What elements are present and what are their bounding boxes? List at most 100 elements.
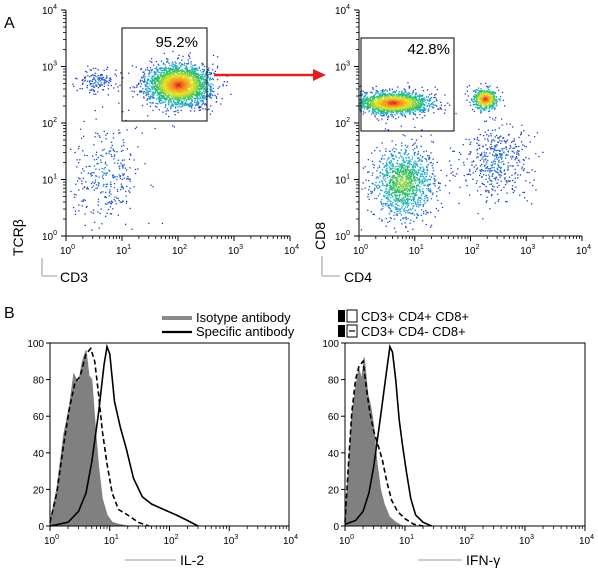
event-dot <box>107 84 109 86</box>
event-dot <box>378 186 381 188</box>
event-dot <box>159 102 161 104</box>
event-dot <box>366 93 368 95</box>
event-dot <box>495 153 497 155</box>
event-dot <box>82 78 84 81</box>
tick-base: 10 <box>284 246 296 257</box>
event-dot <box>434 180 436 183</box>
event-dot <box>179 100 181 102</box>
event-dot <box>112 174 114 176</box>
event-dot <box>196 83 199 85</box>
event-dot <box>391 88 393 90</box>
event-dot <box>203 77 205 79</box>
event-dot <box>158 91 160 94</box>
event-dot <box>194 64 196 66</box>
event-dot <box>399 208 402 210</box>
event-dot <box>119 168 121 170</box>
event-dot <box>163 92 165 94</box>
event-dot <box>474 170 477 173</box>
event-dot <box>519 161 521 163</box>
tick-exponent: 0 <box>53 230 57 237</box>
event-dot <box>360 229 363 231</box>
event-dot <box>97 69 99 71</box>
event-dot <box>125 202 128 204</box>
event-dot <box>419 196 421 199</box>
event-dot <box>429 99 431 101</box>
event-dot <box>392 170 394 172</box>
event-dot <box>143 78 146 80</box>
event-dot <box>94 179 97 181</box>
event-dot <box>154 85 157 87</box>
event-dot <box>99 77 101 79</box>
event-dot <box>167 80 169 82</box>
event-dot <box>418 182 420 185</box>
event-dot <box>186 70 188 72</box>
event-dot <box>193 80 195 82</box>
event-dot <box>427 199 429 201</box>
event-dot <box>482 108 484 110</box>
event-dot <box>207 76 209 78</box>
event-dot <box>480 168 483 171</box>
event-dot <box>161 102 163 104</box>
event-dot <box>409 110 411 112</box>
event-dot <box>486 200 488 202</box>
event-dot <box>186 97 189 99</box>
event-dot <box>418 178 420 180</box>
event-dot <box>406 200 408 202</box>
event-dot <box>182 92 184 94</box>
event-dot <box>388 161 390 163</box>
event-dot <box>394 194 396 196</box>
event-dot <box>196 97 198 99</box>
event-dot <box>389 197 392 199</box>
event-dot <box>398 163 401 165</box>
event-dot <box>386 174 388 176</box>
event-dot <box>399 208 401 211</box>
event-dot <box>162 63 164 65</box>
event-dot <box>498 153 501 155</box>
event-dot <box>182 83 185 85</box>
event-dot <box>424 173 426 175</box>
event-dot <box>425 224 427 226</box>
event-dot <box>376 146 378 149</box>
event-dot <box>416 163 418 165</box>
event-dot <box>189 97 192 99</box>
event-dot <box>405 112 407 114</box>
event-dot <box>479 165 482 167</box>
event-dot <box>396 112 398 114</box>
event-dot <box>104 166 106 169</box>
event-dot <box>430 152 432 154</box>
event-dot <box>158 88 160 90</box>
event-dot <box>416 213 418 215</box>
event-dot <box>369 91 372 94</box>
event-dot <box>106 132 108 135</box>
event-dot <box>376 112 379 114</box>
event-dot <box>490 164 492 166</box>
event-dot <box>180 103 182 105</box>
event-dot <box>210 72 212 74</box>
event-dot <box>168 99 170 101</box>
event-dot <box>412 144 414 146</box>
event-dot <box>405 212 407 214</box>
event-dot <box>379 93 381 95</box>
event-dot <box>103 172 105 174</box>
event-dot <box>402 203 404 205</box>
event-dot <box>500 153 503 155</box>
event-dot <box>417 184 419 187</box>
scatter-1-gate <box>121 27 208 122</box>
event-dot <box>184 88 187 90</box>
event-dot <box>411 156 414 158</box>
event-dot <box>412 205 414 207</box>
event-dot <box>471 99 473 101</box>
event-dot <box>499 156 502 158</box>
event-dot <box>159 84 161 86</box>
event-dot <box>192 90 194 93</box>
event-dot <box>196 85 198 87</box>
event-dot <box>517 177 519 179</box>
event-dot <box>429 97 432 99</box>
event-dot <box>487 168 489 170</box>
event-dot <box>422 204 424 207</box>
event-dot <box>128 109 130 111</box>
event-dot <box>516 146 518 148</box>
event-dot <box>473 138 476 140</box>
event-dot <box>477 156 479 158</box>
event-dot <box>126 200 128 203</box>
